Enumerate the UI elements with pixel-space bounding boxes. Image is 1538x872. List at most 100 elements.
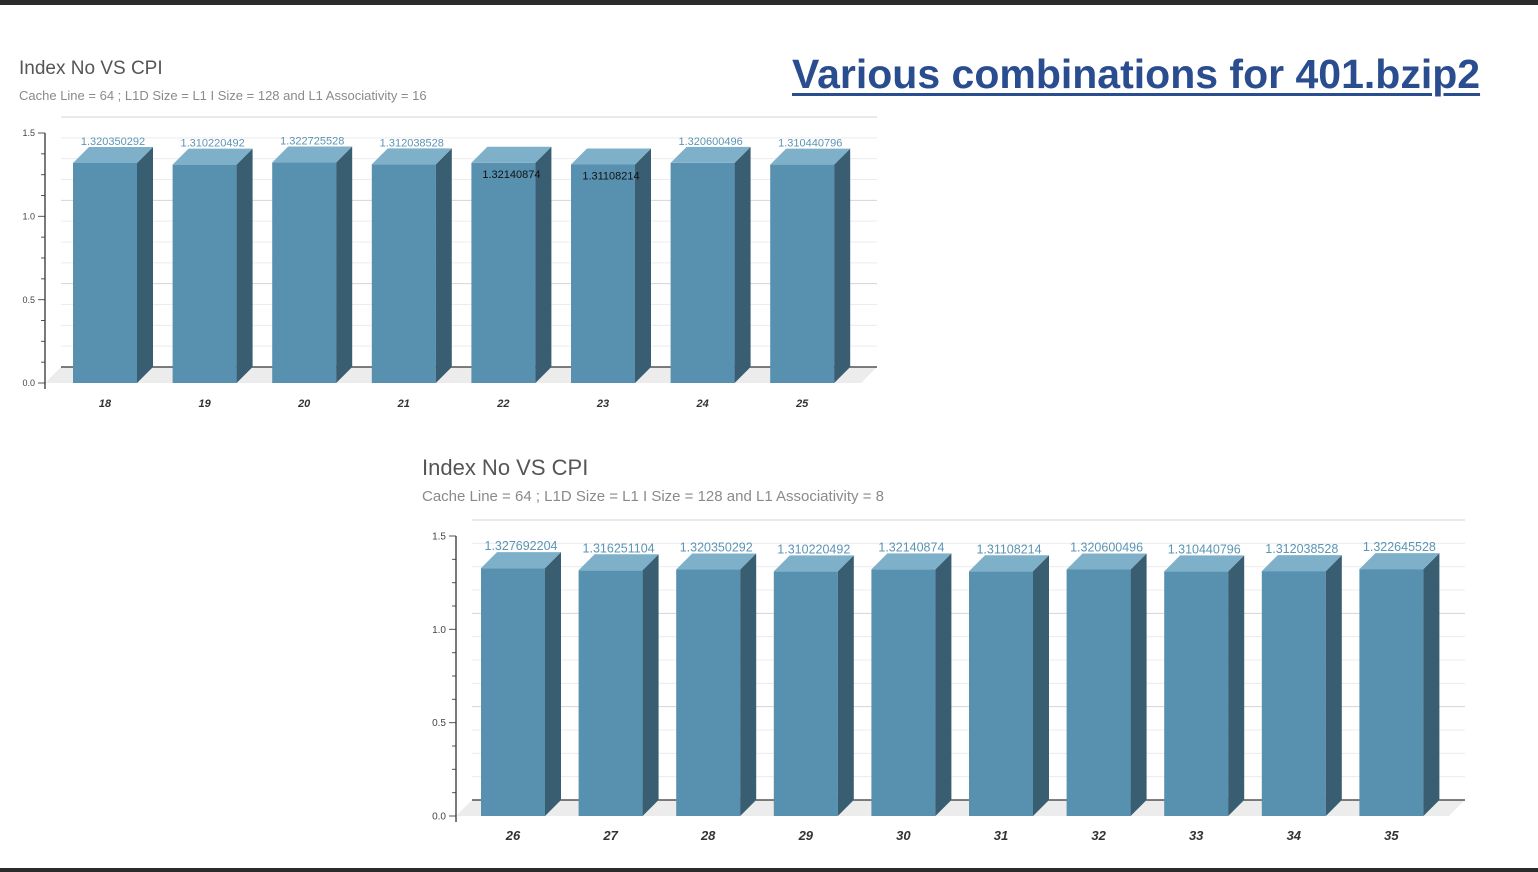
chart2-bar — [1359, 569, 1424, 816]
chart1-category-label: 19 — [198, 398, 211, 410]
chart1-bar-side — [635, 148, 651, 383]
chart1-floor — [45, 367, 877, 383]
chart2-y-tick-label: 1.5 — [432, 532, 446, 543]
chart1-value-label: 1.310440796 — [778, 138, 842, 150]
chart1-bar-side — [535, 146, 552, 383]
chart1-value-label: 1.320350292 — [81, 136, 145, 148]
chart2-y-tick-label: 0.0 — [432, 812, 446, 823]
chart1-bar — [172, 164, 237, 383]
chart2-category-label: 29 — [798, 828, 814, 843]
chart2-bar-top — [773, 555, 854, 572]
chart2-category-label: 34 — [1287, 828, 1302, 843]
chart2-bar — [481, 568, 545, 816]
chart2-category-label: 31 — [994, 828, 1008, 843]
chart1-category-label: 24 — [695, 398, 708, 410]
chart2-value-label: 1.327692204 — [485, 539, 558, 553]
chart2-bar-top — [1066, 553, 1147, 570]
chart1-y-tick-label: 0.5 — [22, 295, 35, 305]
chart2-value-label: 1.310220492 — [777, 542, 850, 556]
chart1-bar — [571, 164, 635, 383]
chart2-value-label: 1.32140874 — [878, 540, 944, 554]
chart2-value-label: 1.31108214 — [976, 542, 1041, 556]
chart2-bar-side — [1130, 553, 1147, 816]
chart2-bar-top — [578, 554, 659, 571]
chart1-y-tick-label: 1.0 — [22, 211, 35, 221]
chart1-value-label: 1.322725528 — [280, 136, 344, 148]
chart1-y-tick-label: 0.0 — [22, 378, 35, 388]
chart1-value-label: 1.310220492 — [180, 138, 244, 150]
chart2-bar-top — [871, 553, 952, 570]
chart2-value-label: 1.320600496 — [1070, 540, 1143, 554]
chart1-bar-top — [571, 148, 651, 165]
chart2-y-tick-label: 0.5 — [432, 718, 446, 729]
chart1-bar-side — [734, 146, 751, 383]
chart1-bar-top — [770, 148, 851, 165]
chart1-category-label: 21 — [397, 398, 410, 410]
chart2-bar — [578, 570, 643, 816]
chart1-category-label: 23 — [596, 398, 609, 410]
chart1-bar-top — [471, 146, 552, 163]
chart2-bar-top — [969, 555, 1049, 572]
chart2-bar-side — [740, 553, 757, 816]
chart1-y-tick-label: 1.5 — [22, 128, 35, 138]
chart2-bar — [1066, 569, 1131, 816]
chart2-bar — [969, 571, 1033, 816]
slide: Various combinations for 401.bzip2 Index… — [0, 5, 1538, 868]
chart1-value-label: 1.320600496 — [678, 136, 742, 148]
chart2-bar — [1261, 571, 1326, 816]
chart2-category-label: 28 — [700, 828, 716, 843]
chart-1-title: Index No VS CPI — [19, 58, 163, 79]
chart2-bar-top — [1164, 555, 1245, 572]
chart1-category-label: 25 — [795, 398, 809, 410]
chart1-bar-top — [670, 146, 751, 163]
chart2-value-label: 1.320350292 — [680, 541, 753, 555]
chart2-category-label: 32 — [1091, 828, 1106, 843]
chart-2: 0.0 0.5 1.0 1.5 1.327692204 26 1.316251104 27 1.… — [432, 519, 1465, 843]
chart2-bar-side — [1228, 555, 1245, 816]
chart-1: 0.0 0.5 1.0 1.5 1.320350292 18 1.310220492 19 1.… — [22, 116, 877, 410]
chart2-bar — [1164, 571, 1229, 816]
chart2-bar — [773, 571, 838, 816]
chart1-category-label: 22 — [496, 398, 509, 410]
chart1-bar-top — [73, 146, 153, 163]
chart2-bar — [871, 569, 936, 816]
chart1-bar-top — [172, 148, 253, 165]
chart1-bar-top — [371, 148, 452, 165]
chart2-bar-top — [676, 553, 757, 570]
chart-2-subtitle: Cache Line = 64 ; L1D Size = L1 I Size =… — [422, 488, 884, 505]
chart2-category-label: 27 — [602, 828, 618, 843]
chart1-bar — [670, 162, 735, 383]
chart1-bar — [471, 162, 536, 383]
chart1-bar-side — [236, 148, 253, 383]
chart1-value-label: 1.31108214 — [582, 170, 639, 182]
slide-title: Various combinations for 401.bzip2 — [792, 51, 1481, 97]
chart2-category-label: 35 — [1384, 828, 1399, 843]
chart-2-title: Index No VS CPI — [422, 455, 589, 480]
chart1-bar — [371, 164, 436, 383]
chart-1-subtitle: Cache Line = 64 ; L1D Size = L1 I Size =… — [19, 88, 427, 103]
chart1-bar-side — [336, 146, 353, 383]
chart2-category-label: 33 — [1189, 828, 1204, 843]
chart2-category-label: 30 — [896, 828, 911, 843]
chart2-value-label: 1.310440796 — [1168, 542, 1241, 556]
chart2-bar-top — [481, 552, 561, 569]
chart2-bar-side — [642, 554, 659, 816]
chart2-bar — [676, 569, 741, 816]
chart2-bar-side — [837, 555, 854, 816]
chart1-value-label: 1.32140874 — [482, 169, 540, 181]
chart1-bar — [73, 162, 137, 383]
chart1-category-label: 20 — [297, 398, 311, 410]
chart1-bar — [272, 162, 337, 383]
chart2-value-label: 1.316251104 — [583, 541, 655, 555]
chart1-bar-side — [137, 146, 153, 383]
chart2-bar-side — [1033, 555, 1049, 816]
chart2-bar-side — [1423, 553, 1440, 816]
chart2-y-tick-label: 1.0 — [432, 625, 446, 636]
chart2-bar-top — [1261, 555, 1342, 572]
chart1-bar — [770, 164, 835, 383]
chart1-bar-top — [272, 146, 353, 163]
chart1-bar-side — [435, 148, 452, 383]
chart2-value-label: 1.322645528 — [1363, 540, 1436, 554]
chart2-bar-side — [935, 553, 952, 816]
chart1-category-label: 18 — [99, 398, 112, 410]
